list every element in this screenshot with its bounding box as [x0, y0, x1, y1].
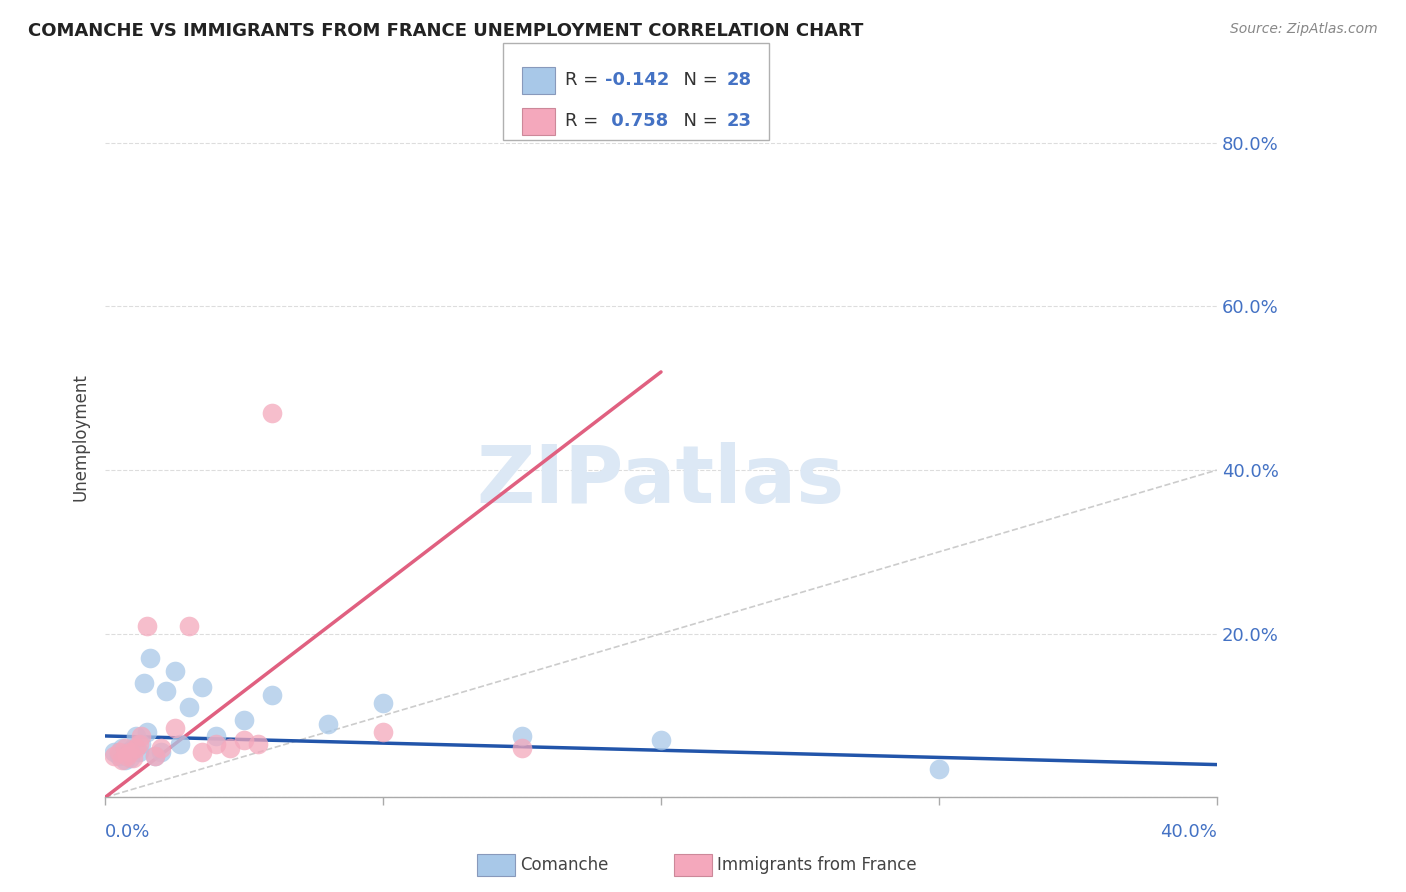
- Text: 23: 23: [727, 112, 752, 130]
- Point: [205, 737, 228, 751]
- Point: [128, 737, 150, 751]
- Point: [103, 749, 125, 764]
- Point: [260, 688, 283, 702]
- Text: 0.758: 0.758: [605, 112, 668, 130]
- Point: [114, 741, 136, 756]
- Text: N =: N =: [672, 71, 724, 89]
- Point: [928, 762, 950, 776]
- Point: [117, 749, 139, 764]
- Point: [163, 664, 186, 678]
- Point: [191, 745, 214, 759]
- Text: COMANCHE VS IMMIGRANTS FROM FRANCE UNEMPLOYMENT CORRELATION CHART: COMANCHE VS IMMIGRANTS FROM FRANCE UNEMP…: [28, 22, 863, 40]
- Point: [111, 754, 134, 768]
- Text: Source: ZipAtlas.com: Source: ZipAtlas.com: [1230, 22, 1378, 37]
- Point: [177, 618, 200, 632]
- Point: [125, 729, 148, 743]
- Point: [131, 729, 153, 743]
- Text: N =: N =: [672, 112, 724, 130]
- Text: 28: 28: [727, 71, 752, 89]
- Point: [135, 724, 157, 739]
- Point: [510, 729, 533, 743]
- Point: [143, 749, 166, 764]
- Point: [650, 733, 672, 747]
- Point: [128, 745, 150, 759]
- Y-axis label: Unemployment: Unemployment: [72, 374, 89, 501]
- Point: [120, 751, 142, 765]
- Point: [247, 737, 270, 751]
- Point: [233, 733, 256, 747]
- Point: [177, 700, 200, 714]
- Point: [163, 721, 186, 735]
- Point: [149, 741, 172, 756]
- Point: [108, 745, 131, 759]
- Text: -0.142: -0.142: [605, 71, 669, 89]
- Point: [169, 737, 191, 751]
- Text: R =: R =: [565, 71, 605, 89]
- Point: [191, 680, 214, 694]
- Point: [233, 713, 256, 727]
- Point: [371, 724, 394, 739]
- Text: 0.0%: 0.0%: [105, 823, 150, 841]
- Point: [135, 618, 157, 632]
- Text: ZIPatlas: ZIPatlas: [477, 442, 845, 519]
- Point: [114, 754, 136, 768]
- Point: [125, 741, 148, 756]
- Point: [260, 406, 283, 420]
- Point: [122, 741, 145, 756]
- Point: [138, 651, 160, 665]
- Text: Immigrants from France: Immigrants from France: [717, 856, 917, 874]
- Text: R =: R =: [565, 112, 605, 130]
- Point: [205, 729, 228, 743]
- Point: [134, 675, 156, 690]
- Point: [219, 741, 242, 756]
- Point: [120, 745, 142, 759]
- Point: [131, 737, 153, 751]
- Point: [149, 745, 172, 759]
- Point: [510, 741, 533, 756]
- Point: [316, 716, 339, 731]
- Point: [155, 684, 177, 698]
- Point: [103, 745, 125, 759]
- Point: [117, 745, 139, 759]
- Point: [122, 751, 145, 765]
- Text: 40.0%: 40.0%: [1160, 823, 1216, 841]
- Point: [111, 741, 134, 756]
- Text: Comanche: Comanche: [520, 856, 609, 874]
- Point: [371, 696, 394, 710]
- Point: [108, 749, 131, 764]
- Point: [143, 749, 166, 764]
